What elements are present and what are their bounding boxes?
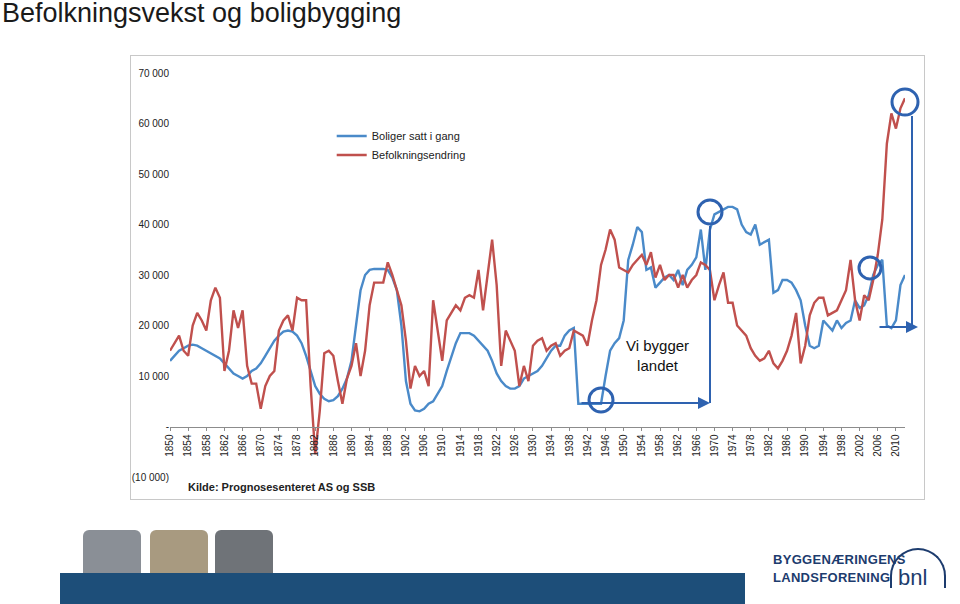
svg-text:-: - xyxy=(166,421,169,432)
svg-text:1938: 1938 xyxy=(564,434,575,457)
svg-text:10 000: 10 000 xyxy=(138,371,169,382)
html-text:Kilde: Prognosesenteret AS og: Kilde: Prognosesenteret AS og SSB xyxy=(188,481,376,493)
svg-text:(10 000): (10 000) xyxy=(132,472,169,483)
svg-text:1882: 1882 xyxy=(309,434,320,457)
svg-text:1914: 1914 xyxy=(455,434,466,457)
svg-text:50 000: 50 000 xyxy=(138,169,169,180)
svg-text:1942: 1942 xyxy=(582,434,593,457)
svg-text:1934: 1934 xyxy=(545,434,556,457)
svg-text:Befolkningsendring: Befolkningsendring xyxy=(372,149,466,161)
svg-text:40 000: 40 000 xyxy=(138,219,169,230)
svg-text:1990: 1990 xyxy=(799,434,810,457)
svg-text:1894: 1894 xyxy=(364,434,375,457)
svg-text:1958: 1958 xyxy=(654,434,665,457)
svg-text:1890: 1890 xyxy=(346,434,357,457)
svg-text:1862: 1862 xyxy=(219,434,230,457)
svg-text:1906: 1906 xyxy=(418,434,429,457)
svg-text:1910: 1910 xyxy=(436,434,447,457)
html-text:LANDSFORENING bnl: LANDSFORENING bnl xyxy=(773,565,928,590)
svg-text:1918: 1918 xyxy=(473,434,484,457)
svg-text:1994: 1994 xyxy=(818,434,829,457)
svg-text:1878: 1878 xyxy=(291,434,302,457)
svg-text:30 000: 30 000 xyxy=(138,270,169,281)
svg-text:1922: 1922 xyxy=(491,434,502,457)
svg-text:2002: 2002 xyxy=(854,434,865,457)
svg-text:1966: 1966 xyxy=(691,434,702,457)
svg-text:20 000: 20 000 xyxy=(138,320,169,331)
svg-text:1874: 1874 xyxy=(273,434,284,457)
svg-text:1854: 1854 xyxy=(182,434,193,457)
svg-text:1930: 1930 xyxy=(527,434,538,457)
svg-text:1986: 1986 xyxy=(781,434,792,457)
svg-text:1982: 1982 xyxy=(763,434,774,457)
svg-text:1962: 1962 xyxy=(672,434,683,457)
svg-text:Vi byggerlandet: Vi byggerlandet xyxy=(626,337,689,374)
svg-text:1866: 1866 xyxy=(237,434,248,457)
svg-text:2006: 2006 xyxy=(872,434,883,457)
svg-text:1950: 1950 xyxy=(618,434,629,457)
svg-text:1998: 1998 xyxy=(836,434,847,457)
svg-text:1974: 1974 xyxy=(727,434,738,457)
svg-text:1870: 1870 xyxy=(255,434,266,457)
html-text:BYGGENÆRINGENS: BYGGENÆRINGENS xyxy=(773,552,906,567)
svg-text:1946: 1946 xyxy=(600,434,611,457)
svg-text:1970: 1970 xyxy=(709,434,720,457)
svg-text:1954: 1954 xyxy=(636,434,647,457)
svg-text:1898: 1898 xyxy=(382,434,393,457)
svg-text:70 000: 70 000 xyxy=(138,68,169,79)
svg-text:1926: 1926 xyxy=(509,434,520,457)
svg-text:Boliger satt i gang: Boliger satt i gang xyxy=(372,130,460,142)
svg-text:1978: 1978 xyxy=(745,434,756,457)
svg-text:1850: 1850 xyxy=(164,434,175,457)
svg-text:1858: 1858 xyxy=(201,434,212,457)
svg-text:1902: 1902 xyxy=(400,434,411,457)
svg-text:60 000: 60 000 xyxy=(138,118,169,129)
svg-text:1886: 1886 xyxy=(328,434,339,457)
svg-text:2010: 2010 xyxy=(890,434,901,457)
